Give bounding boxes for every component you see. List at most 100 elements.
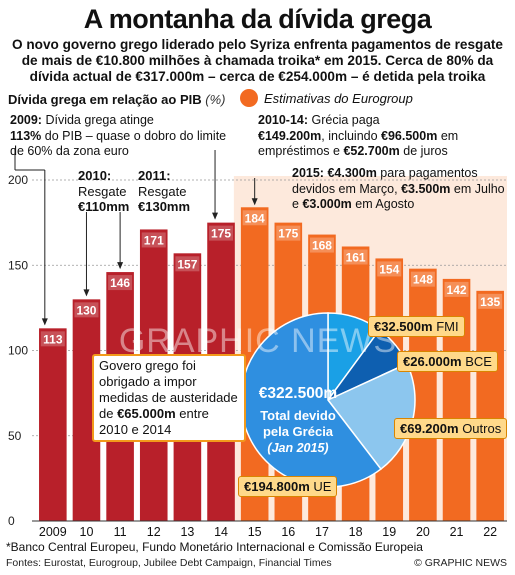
credit: © GRAPHIC NEWS <box>414 557 507 569</box>
legend: Estimativas do Eurogroup <box>240 88 413 108</box>
sources: Fontes: Eurostat, Eurogroup, Jubilee Deb… <box>6 557 332 569</box>
value-label: 184 <box>245 211 265 225</box>
value-label-bg <box>74 302 99 318</box>
bar-2009 <box>39 328 67 521</box>
note-2010-14: 2010-14: Grécia paga €149.200m, incluind… <box>258 113 508 160</box>
value-label: 168 <box>312 239 332 253</box>
value-label: 135 <box>480 295 500 309</box>
x-tick-label: 14 <box>214 525 228 539</box>
note-2010-line2: Resgate <box>78 183 127 199</box>
note-2009-t1: Dívida grega atinge <box>41 113 154 127</box>
x-tick-label: 11 <box>114 525 127 539</box>
x-tick-label: 20 <box>416 525 430 539</box>
value-label: 175 <box>211 227 231 241</box>
x-tick-label: 15 <box>248 525 262 539</box>
austerity-amount: €65.000m <box>117 406 176 421</box>
pie-label-fmi: €32.500m FMI <box>368 316 465 337</box>
value-label: 130 <box>76 303 96 317</box>
y-tick-label: 200 <box>8 173 28 187</box>
pie-total-label2: pela Grécia <box>263 424 334 439</box>
x-tick-label: 2009 <box>39 525 67 539</box>
chart-label: Dívida grega em relação ao PIB (%) <box>8 92 225 107</box>
pie-fmi-amount: €32.500m <box>374 319 433 334</box>
pie-label-ue: €194.800m UE <box>238 476 338 497</box>
pie-total-label1: Total devido <box>260 408 336 423</box>
x-tick-label: 19 <box>382 525 396 539</box>
value-label: 142 <box>447 283 467 297</box>
chart-unit: (%) <box>205 92 226 107</box>
pie-label-bce: €26.000m BCE <box>397 351 498 372</box>
note-1014-amt3: €52.700m <box>343 144 400 158</box>
pie-bce-amount: €26.000m <box>403 354 462 369</box>
note-2009-t2: do PIB – quase o dobro do limite de 60% … <box>10 128 227 159</box>
chart-label-text: Dívida grega em relação ao PIB <box>8 92 202 107</box>
intro-text: O novo governo grego liderado pelo Syriz… <box>12 37 503 84</box>
value-label-bg <box>276 225 301 241</box>
pointer-2009-arrow <box>41 318 48 326</box>
value-label-bg <box>343 249 368 265</box>
note-1014-year: 2010-14: <box>258 113 309 127</box>
pointer-2015-arrow <box>251 198 258 206</box>
note-2010-year: 2010: <box>78 168 112 183</box>
note-1014-amt2: €96.500m <box>381 128 438 143</box>
note-2015-amt3: €3.000m <box>302 197 352 211</box>
x-tick-label: 16 <box>281 525 295 539</box>
value-label: 161 <box>346 250 366 264</box>
pie-ue-name: UE <box>313 479 332 494</box>
x-tick-label: 13 <box>180 525 194 539</box>
note-2015: 2015: €4.300m para pagamentos devidos em… <box>292 166 507 213</box>
value-label-bg <box>108 275 133 291</box>
value-label: 154 <box>379 262 399 276</box>
note-2015-t3: em Agosto <box>351 197 415 211</box>
note-2011-amount: €130mm <box>138 199 191 214</box>
pie-outros-name: Outros <box>462 421 502 436</box>
note-2015-amt2: €3.500m <box>401 181 451 196</box>
note-2015-t1: para pagamentos devidos em Março, <box>292 166 478 196</box>
note-1014-t2: , incluindo <box>321 128 382 143</box>
value-label-bg <box>242 210 267 226</box>
pointer-2011-arrow <box>117 262 124 270</box>
y-tick-label: 100 <box>8 344 28 358</box>
value-label-bg <box>209 225 234 241</box>
value-label-bg <box>478 293 503 309</box>
pie-total-amount: €322.500m <box>259 385 337 402</box>
note-2011-line2: Resgate <box>138 183 187 199</box>
note-1014-t3: em empréstimos e <box>258 128 459 159</box>
note-2010: 2010: Resgate €110mm <box>78 168 158 215</box>
note-2015-t2: em Julho e <box>292 181 505 212</box>
page-title: A montanha da dívida grega <box>83 4 432 34</box>
note-2009: 2009: Dívida grega atinge 113% do PIB – … <box>10 113 240 160</box>
pie-outros-amount: €69.200m <box>400 421 459 436</box>
y-tick-label: 150 <box>8 258 28 272</box>
value-label-bg <box>444 281 469 297</box>
x-tick-label: 22 <box>483 525 497 539</box>
note-2011-year: 2011: <box>138 168 171 183</box>
value-label-bg <box>309 237 334 253</box>
watermark: GRAPHIC NEWS <box>119 322 397 360</box>
pointer-2010-arrow <box>83 289 90 297</box>
bar-22 <box>476 290 504 521</box>
value-label-bg <box>377 261 402 277</box>
value-label: 175 <box>278 227 298 241</box>
value-label: 148 <box>413 273 433 287</box>
x-tick-label: 10 <box>80 525 94 539</box>
x-tick-label: 21 <box>450 525 464 539</box>
austerity-callout: Govero grego foi obrigado a impor medida… <box>92 354 246 442</box>
pie-label-outros: €69.200m Outros <box>394 418 508 439</box>
x-tick-label: 18 <box>349 525 363 539</box>
pie-total-label3: (Jan 2015) <box>267 441 328 455</box>
value-label-bg <box>40 331 65 347</box>
value-label-bg <box>141 232 166 248</box>
note-2009-year: 2009: <box>10 113 42 127</box>
value-label: 113 <box>43 332 63 346</box>
note-2009-pct: 113% <box>10 128 42 143</box>
value-label-bg <box>410 271 435 287</box>
pie-bce-name: BCE <box>465 354 492 369</box>
note-1014-amt1: €149.200m <box>258 128 322 143</box>
x-tick-label: 12 <box>147 525 161 539</box>
value-label-bg <box>175 256 200 272</box>
note-1014-t4: de juros <box>399 144 448 158</box>
y-tick-label: 0 <box>8 514 15 528</box>
austerity-t1: Govero grego foi obrigado a impor medida… <box>99 358 238 421</box>
y-tick-label: 50 <box>8 429 22 443</box>
